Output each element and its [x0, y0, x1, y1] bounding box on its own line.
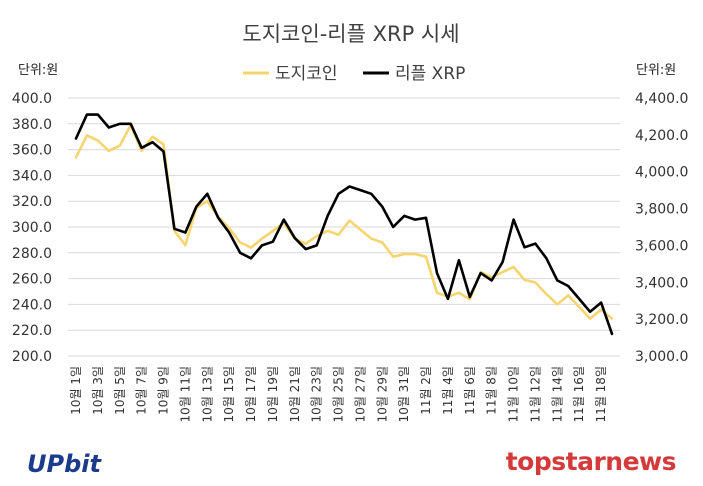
legend-label-dogecoin: 도지코인 — [275, 64, 338, 84]
left-y-tick-label: 360.0 — [12, 143, 52, 159]
x-tick-label: 10월 25일 — [332, 366, 346, 422]
x-tick-label: 11월 12일 — [528, 366, 542, 422]
x-tick-label: 10월 27일 — [353, 366, 367, 422]
x-tick-label: 11월 6일 — [463, 366, 477, 415]
x-tick-label: 10월 21일 — [288, 366, 302, 422]
right-y-axis: 3,000.0 3,200.0 3,400.0 3,600.0 3,800.0 4,000… — [635, 91, 688, 365]
x-tick-label: 10월 31일 — [397, 366, 411, 422]
x-tick-label: 10월 5일 — [113, 366, 127, 415]
right-y-tick-label: 4,000.0 — [635, 165, 688, 181]
x-tick-label: 11월 2일 — [419, 366, 433, 415]
x-tick-label: 11월 4일 — [441, 366, 455, 415]
x-tick-label: 10월 1일 — [69, 366, 83, 415]
chart-title: 도지코인-리플 XRP 시세 — [242, 22, 459, 46]
left-y-tick-label: 260.0 — [12, 272, 52, 288]
right-y-tick-label: 3,400.0 — [635, 275, 688, 291]
x-tick-label: 10월 9일 — [157, 366, 171, 415]
right-y-tick-label: 3,800.0 — [635, 202, 688, 218]
right-y-tick-label: 3,000.0 — [635, 349, 688, 365]
x-tick-label: 11월 10일 — [507, 366, 521, 422]
left-y-tick-label: 280.0 — [12, 246, 52, 262]
upbit-logo: UPbit — [27, 450, 102, 478]
left-y-tick-label: 320.0 — [12, 194, 52, 210]
x-tick-label: 11월 18일 — [594, 366, 608, 422]
right-y-tick-label: 4,400.0 — [635, 91, 688, 107]
x-tick-label: 11월 8일 — [485, 366, 499, 415]
right-axis-unit: 단위:원 — [636, 63, 676, 78]
x-tick-label: 10월 3일 — [91, 366, 105, 415]
left-y-tick-label: 220.0 — [12, 323, 52, 339]
series-line-xrp — [74, 113, 614, 336]
x-axis: 10월 1일 10월 3일 10월 5일 10월 7일 10월 9일 10월 11일 10월… — [69, 366, 608, 422]
left-y-tick-label: 400.0 — [12, 91, 52, 107]
legend-label-xrp: 리플 XRP — [395, 64, 465, 84]
x-tick-label: 11월 16일 — [572, 366, 586, 422]
right-y-tick-label: 3,600.0 — [635, 238, 688, 254]
series-line-dogecoin — [74, 123, 614, 320]
x-tick-label: 10월 19일 — [266, 366, 280, 422]
left-axis-unit: 단위:원 — [18, 63, 58, 78]
right-y-tick-label: 3,200.0 — [635, 312, 688, 328]
x-tick-label: 10월 11일 — [178, 366, 192, 422]
x-tick-label: 10월 23일 — [310, 366, 324, 422]
x-tick-label: 10월 7일 — [135, 366, 149, 415]
left-y-tick-label: 380.0 — [12, 117, 52, 133]
x-tick-label: 10월 15일 — [222, 366, 236, 422]
right-y-tick-label: 4,200.0 — [635, 128, 688, 144]
x-tick-label: 11월 14일 — [550, 366, 564, 422]
left-y-tick-label: 240.0 — [12, 297, 52, 313]
x-tick-label: 10월 17일 — [244, 366, 258, 422]
topstarnews-logo: topstarnews — [506, 447, 676, 476]
x-tick-label: 10월 13일 — [200, 366, 214, 422]
legend: 도지코인 리플 XRP — [243, 64, 465, 84]
left-y-tick-label: 300.0 — [12, 220, 52, 236]
x-tick-label: 10월 29일 — [375, 366, 389, 422]
left-y-tick-label: 200.0 — [12, 349, 52, 365]
left-y-tick-label: 340.0 — [12, 168, 52, 184]
left-y-axis: 200.0 220.0 240.0 260.0 280.0 300.0 320.0 340.0… — [12, 91, 52, 365]
series-lines — [74, 113, 614, 336]
